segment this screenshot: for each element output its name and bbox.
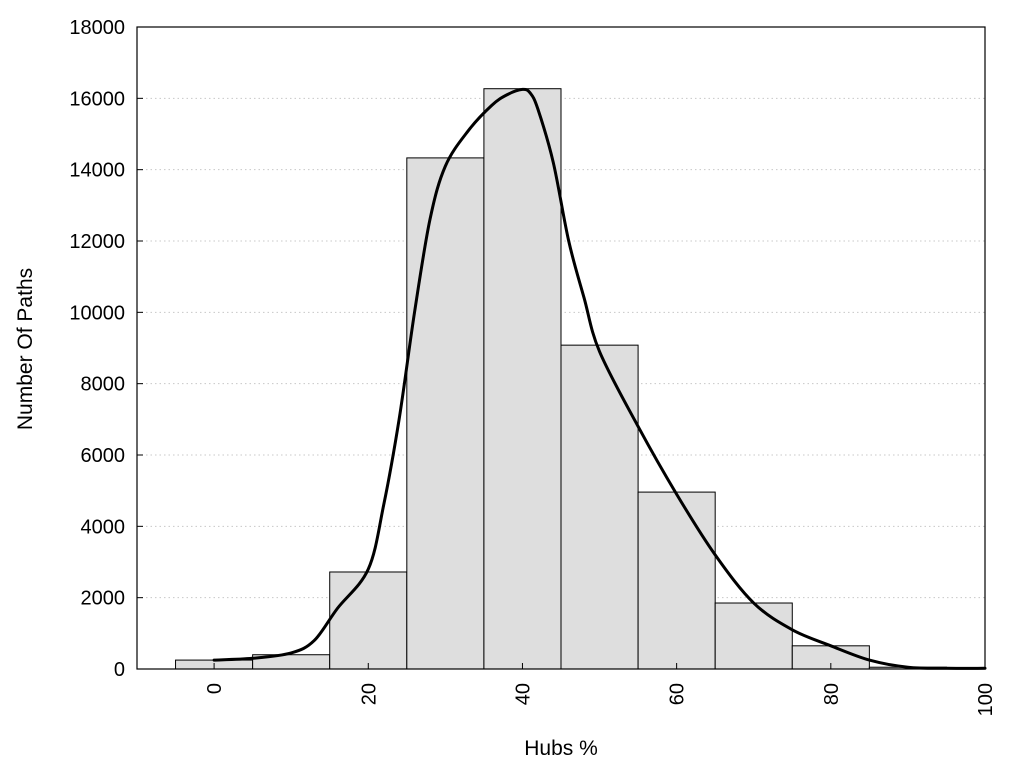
x-tick-label: 80 xyxy=(821,683,843,705)
y-tick-label: 4000 xyxy=(81,516,126,538)
x-axis: 0 20 40 60 80 100 xyxy=(204,663,997,716)
x-axis-label: Hubs % xyxy=(524,737,598,760)
histogram-bar xyxy=(406,157,485,670)
y-tick-label: 16000 xyxy=(69,88,125,110)
y-tick-label: 0 xyxy=(114,659,125,681)
y-tick-label: 2000 xyxy=(81,588,126,610)
histogram-bar xyxy=(483,88,562,670)
plot-frame xyxy=(136,26,986,670)
histogram-bar xyxy=(329,571,408,670)
y-axis: 0 2000 4000 6000 8000 10000 12000 14000 16000 180… xyxy=(69,17,143,681)
y-tick-label: 10000 xyxy=(69,302,125,324)
histogram-bar xyxy=(714,602,793,670)
y-tick-label: 14000 xyxy=(69,160,125,182)
histogram-bar xyxy=(560,344,639,670)
density-curve xyxy=(212,87,987,670)
bars xyxy=(175,88,986,670)
x-tick-label: 40 xyxy=(512,683,534,705)
x-tick-label: 0 xyxy=(204,683,226,694)
y-tick-label: 12000 xyxy=(69,231,125,253)
histogram-bar xyxy=(637,491,716,670)
y-axis-label: Number Of Paths xyxy=(14,268,37,430)
y-tick-label: 8000 xyxy=(81,374,126,396)
y-tick-label: 18000 xyxy=(69,17,125,39)
y-tick-label: 6000 xyxy=(81,445,126,467)
x-tick-label: 60 xyxy=(667,683,689,705)
x-tick-label: 20 xyxy=(358,683,380,705)
x-tick-label: 100 xyxy=(975,683,997,716)
